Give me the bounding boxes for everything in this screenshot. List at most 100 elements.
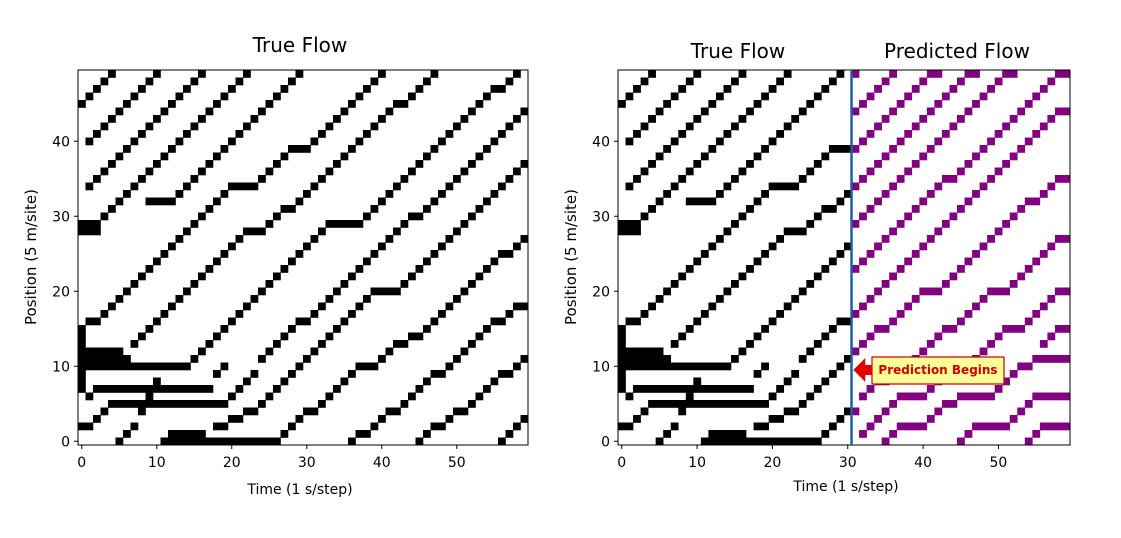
right-true-cell [618, 325, 626, 333]
right-predicted-cell [941, 92, 950, 101]
right-predicted-cell [889, 107, 898, 116]
left-occupied-cell [145, 167, 154, 176]
left-occupied-cell [205, 340, 214, 348]
left-occupied-cell [408, 212, 424, 221]
left-occupied-cell [408, 167, 416, 176]
right-true-cell [768, 317, 777, 326]
right-predicted-cell [851, 265, 860, 273]
right-predicted-cell [896, 265, 905, 273]
right-true-cell [753, 370, 762, 378]
left-occupied-cell [243, 377, 251, 386]
left-occupied-cell [198, 272, 206, 281]
right-predicted-cell [866, 295, 875, 303]
right-true-cell [685, 265, 694, 273]
right-predicted-cell [889, 70, 898, 78]
left-occupied-cell [100, 77, 109, 86]
right-true-cell [618, 220, 641, 228]
left-occupied-cell [115, 437, 124, 446]
left-occupied-cell [220, 190, 229, 198]
right-true-cell [678, 332, 687, 341]
left-occupied-cell [115, 197, 124, 206]
right-true-cell [828, 257, 837, 266]
left-y-tick-label: 30 [52, 209, 70, 225]
left-occupied-cell [348, 145, 356, 153]
left-occupied-cell [453, 122, 461, 131]
left-occupied-cell [280, 152, 289, 161]
left-x-tick-label: 30 [298, 455, 316, 471]
right-true-cell [655, 295, 664, 303]
right-predicted-cell [919, 115, 928, 123]
left-occupied-cell [160, 250, 169, 258]
left-occupied-cell [303, 407, 319, 416]
left-occupied-cell [453, 175, 461, 183]
left-occupied-cell [78, 227, 101, 236]
left-occupied-cell [78, 355, 131, 363]
left-occupied-cell [138, 175, 146, 183]
right-true-cell [844, 355, 852, 363]
left-occupied-cell [490, 257, 499, 266]
right-predicted-cell [859, 430, 867, 438]
left-occupied-cell [205, 107, 214, 116]
right-true-cell [633, 130, 641, 138]
right-predicted-cell [1017, 407, 1026, 416]
left-occupied-cell [198, 70, 206, 78]
right-chart-title-predicted: Predicted Flow [884, 39, 1030, 63]
left-occupied-cell [228, 182, 259, 191]
right-predicted-cell [881, 115, 890, 123]
right-predicted-cell [919, 197, 928, 206]
left-occupied-cell [183, 85, 191, 93]
right-true-cell [753, 152, 762, 161]
right-predicted-cell [889, 430, 898, 438]
right-true-cell [625, 182, 634, 191]
right-predicted-cell [1039, 250, 1048, 258]
right-true-cell [776, 385, 785, 393]
right-predicted-cell [1054, 325, 1071, 333]
right-predicted-cell [1017, 272, 1026, 281]
right-true-cell [708, 145, 717, 153]
left-occupied-cell [423, 152, 431, 161]
right-true-cell [806, 392, 815, 401]
right-true-cell [813, 340, 822, 348]
left-occupied-cell [258, 107, 266, 116]
left-occupied-cell [460, 167, 469, 176]
left-occupied-cell [438, 310, 446, 318]
right-predicted-cell [881, 280, 890, 288]
left-occupied-cell [220, 145, 229, 153]
left-occupied-cell [295, 317, 311, 326]
right-true-cell [821, 85, 830, 93]
right-predicted-cell [1032, 310, 1041, 318]
left-heatmap-cells [78, 70, 529, 446]
right-true-cell [731, 220, 739, 228]
left-occupied-cell [363, 295, 371, 303]
left-occupied-cell [130, 92, 139, 101]
right-predicted-cell [874, 287, 882, 296]
right-true-cell [618, 377, 626, 386]
left-occupied-cell [505, 430, 514, 438]
left-occupied-cell [498, 437, 506, 446]
right-predicted-cell [957, 317, 965, 326]
left-occupied-cell [400, 400, 409, 408]
left-occupied-cell [213, 100, 221, 108]
left-occupied-cell [438, 190, 446, 198]
left-occupied-cell [213, 370, 221, 378]
right-predicted-cell [979, 347, 988, 356]
right-predicted-cell [851, 310, 860, 318]
right-predicted-cell [1054, 107, 1071, 116]
right-true-cell [761, 190, 769, 198]
right-predicted-cell [911, 160, 920, 168]
right-predicted-cell [1047, 77, 1056, 86]
right-predicted-cell [874, 415, 882, 423]
left-occupied-cell [513, 302, 529, 311]
prediction-annotation: Prediction Begins [853, 356, 1005, 385]
left-occupied-cell [190, 122, 199, 131]
left-occupied-cell [460, 115, 469, 123]
left-plot-frame [77, 69, 529, 446]
left-occupied-cell [333, 160, 341, 168]
left-occupied-cell [385, 107, 394, 116]
right-predicted-cell [1002, 220, 1011, 228]
right-predicted-cell [911, 205, 920, 213]
left-occupied-cell [273, 212, 281, 221]
left-occupied-cell [145, 77, 154, 86]
left-occupied-cell [415, 265, 424, 273]
left-occupied-cell [520, 235, 529, 243]
